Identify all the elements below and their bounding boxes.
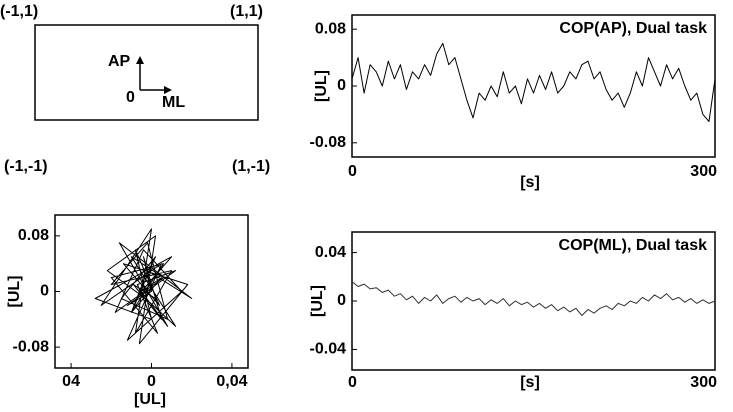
diagram-box — [34, 24, 259, 121]
corner-label: (-1,1) — [0, 3, 38, 20]
x-axis-label: [s] — [520, 174, 540, 191]
ap-label: AP — [108, 53, 131, 70]
x-tick-label: 0 — [147, 373, 156, 390]
y-axis-label: [UL] — [309, 285, 326, 317]
y-tick-label: -0.08 — [13, 338, 50, 355]
corner-label: (1,-1) — [232, 158, 270, 175]
y-tick-label: -0.04 — [310, 341, 347, 358]
series-line — [351, 42, 716, 122]
x-axis-label: [UL] — [134, 391, 166, 408]
series-line — [94, 228, 193, 345]
y-tick-label: 0 — [337, 292, 346, 309]
y-tick-label: 0.04 — [315, 244, 346, 261]
chart-title: COP(ML), Dual task — [559, 237, 708, 254]
origin-label: 0 — [126, 89, 135, 106]
chart-title: COP(AP), Dual task — [559, 20, 707, 37]
y-tick-label: 0.08 — [315, 20, 346, 37]
x-axis-label: [s] — [520, 374, 540, 391]
y-tick-label: 0 — [40, 283, 49, 300]
x-tick-label: 04 — [62, 373, 80, 390]
corner-label: (-1,-1) — [4, 158, 48, 175]
corner-label: (1,1) — [230, 3, 263, 20]
ml-arrow-head — [164, 86, 172, 94]
ml-label: ML — [162, 94, 185, 111]
x-tick-label: 0,04 — [216, 373, 247, 390]
y-axis-label: [UL] — [6, 276, 23, 308]
x-tick-label: 300 — [690, 163, 717, 180]
x-tick-label: 300 — [690, 374, 717, 391]
y-tick-label: 0 — [337, 77, 346, 94]
x-tick-label: 0 — [348, 163, 357, 180]
axes-diagram: (-1,1) (1,1) (-1,-1) (1,-1) AP 0 ML — [0, 3, 270, 175]
ap-arrow-head — [136, 56, 144, 64]
x-tick-label: 0 — [348, 374, 357, 391]
y-tick-label: 0.08 — [18, 227, 49, 244]
y-axis-label: [UL] — [313, 70, 330, 102]
y-tick-label: -0.08 — [310, 134, 347, 151]
series-line — [351, 281, 716, 316]
